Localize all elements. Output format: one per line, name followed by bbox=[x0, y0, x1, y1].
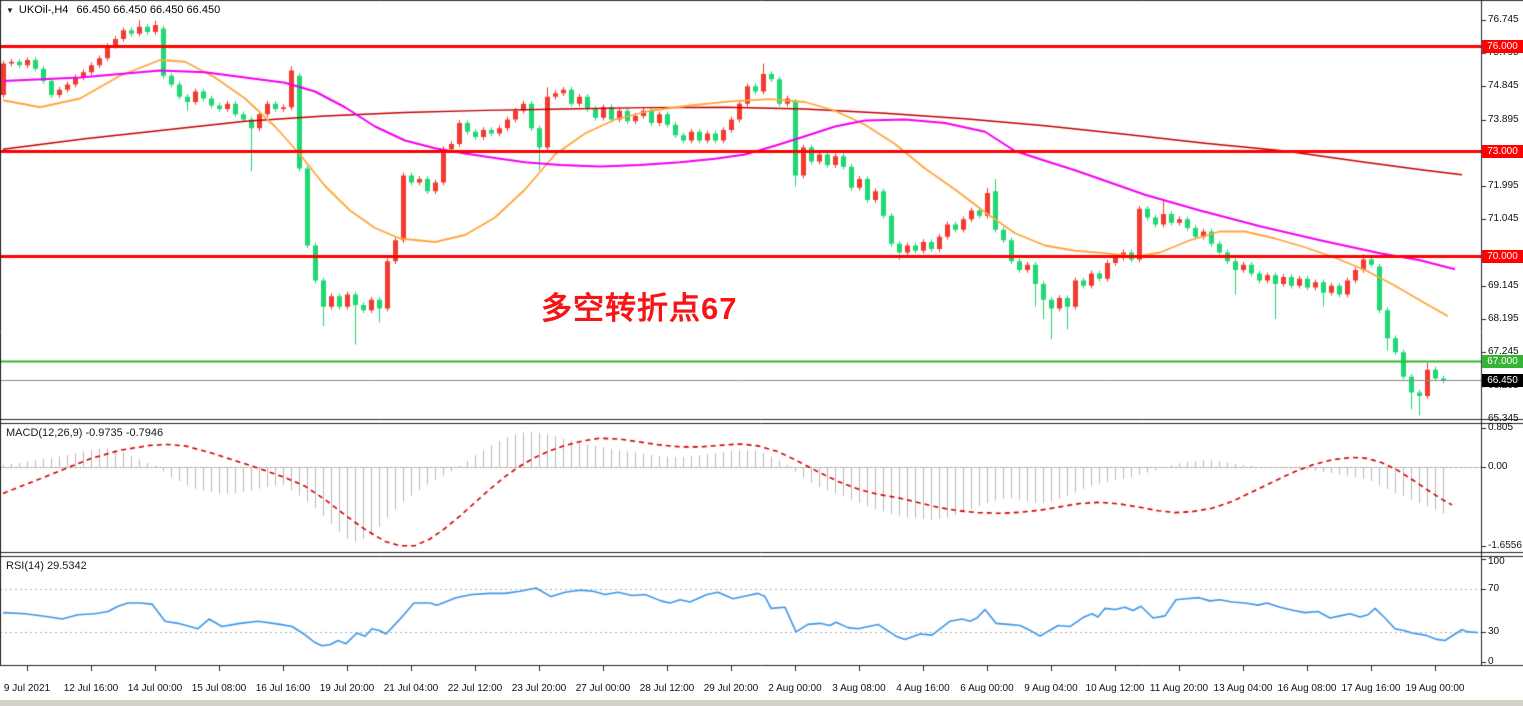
time-axis-label: 19 Jul 20:00 bbox=[319, 683, 375, 694]
rsi-indicator-label: RSI(14) 29.5342 bbox=[6, 560, 87, 572]
time-axis-label: 14 Jul 00:00 bbox=[127, 683, 183, 694]
time-axis-label: 23 Jul 20:00 bbox=[511, 683, 567, 694]
time-axis-label: 9 Jul 2021 bbox=[3, 683, 51, 694]
symbol-timeframe-label: UKOil-,H4 bbox=[18, 4, 69, 16]
price-axis-tick: 71.045 bbox=[1488, 213, 1519, 225]
time-axis-label: 19 Aug 00:00 bbox=[1405, 683, 1465, 694]
macd-indicator-label: MACD(12,26,9) -0.9735 -0.7946 bbox=[6, 427, 164, 439]
time-axis-label: 29 Jul 20:00 bbox=[703, 683, 759, 694]
time-axis-label: 22 Jul 12:00 bbox=[447, 683, 503, 694]
time-axis-label: 17 Aug 16:00 bbox=[1341, 683, 1401, 694]
price-level-badge: 67.000 bbox=[1482, 354, 1523, 368]
price-axis-tick: 69.145 bbox=[1488, 279, 1519, 291]
price-axis-tick: 75.795 bbox=[1488, 47, 1519, 59]
time-axis-label: 3 Aug 08:00 bbox=[832, 683, 886, 694]
time-axis-label: 9 Aug 04:00 bbox=[1024, 683, 1078, 694]
price-level-badge: 73.000 bbox=[1482, 144, 1523, 158]
rsi-axis-tick: 30 bbox=[1488, 625, 1500, 637]
chart-annotation-text[interactable]: 多空转折点67 bbox=[541, 291, 738, 326]
price-axis-tick: 76.745 bbox=[1488, 13, 1519, 25]
time-axis-label: 21 Jul 04:00 bbox=[383, 683, 439, 694]
price-axis-tick: 74.845 bbox=[1488, 80, 1519, 92]
ohlc-quote-values: 66.450 66.450 66.450 66.450 bbox=[76, 4, 221, 16]
time-axis-label: 16 Aug 08:00 bbox=[1277, 683, 1337, 694]
price-axis-tick: 68.195 bbox=[1488, 313, 1519, 325]
rsi-axis-tick: 70 bbox=[1488, 583, 1500, 595]
time-axis-label: 28 Jul 12:00 bbox=[639, 683, 695, 694]
price-level-badge: 70.000 bbox=[1482, 249, 1523, 263]
time-axis-label: 16 Jul 16:00 bbox=[255, 683, 311, 694]
symbol-header[interactable]: ▼ UKOil-,H4 66.450 66.450 66.450 66.450 bbox=[6, 4, 220, 16]
macd-axis-tick: 0.00 bbox=[1488, 461, 1508, 472]
time-axis-label: 2 Aug 00:00 bbox=[768, 683, 822, 694]
rsi-axis-tick: 0 bbox=[1488, 656, 1494, 667]
time-axis-label: 13 Aug 04:00 bbox=[1213, 683, 1273, 694]
chevron-down-icon[interactable]: ▼ bbox=[6, 6, 14, 15]
time-axis-label: 12 Jul 16:00 bbox=[63, 683, 119, 694]
price-level-badge: 76.000 bbox=[1482, 39, 1523, 53]
time-axis-label: 15 Jul 08:00 bbox=[191, 683, 247, 694]
time-axis-label: 10 Aug 12:00 bbox=[1085, 683, 1145, 694]
time-axis-label: 4 Aug 16:00 bbox=[896, 683, 950, 694]
price-axis-tick: 73.895 bbox=[1488, 113, 1519, 125]
time-axis-label: 27 Jul 00:00 bbox=[575, 683, 631, 694]
price-level-badge: 66.450 bbox=[1482, 373, 1523, 387]
macd-axis-tick: -1.6556 bbox=[1488, 540, 1522, 552]
time-axis-label: 11 Aug 20:00 bbox=[1149, 683, 1209, 694]
macd-axis-tick: 0.805 bbox=[1488, 422, 1514, 434]
time-axis-label: 6 Aug 00:00 bbox=[960, 683, 1014, 694]
price-axis-tick: 67.245 bbox=[1488, 346, 1519, 358]
rsi-axis-tick: 100 bbox=[1488, 556, 1505, 567]
window-edge bbox=[0, 700, 1523, 706]
price-axis-tick: 65.345 bbox=[1488, 412, 1519, 424]
price-axis-tick: 71.995 bbox=[1488, 180, 1519, 192]
